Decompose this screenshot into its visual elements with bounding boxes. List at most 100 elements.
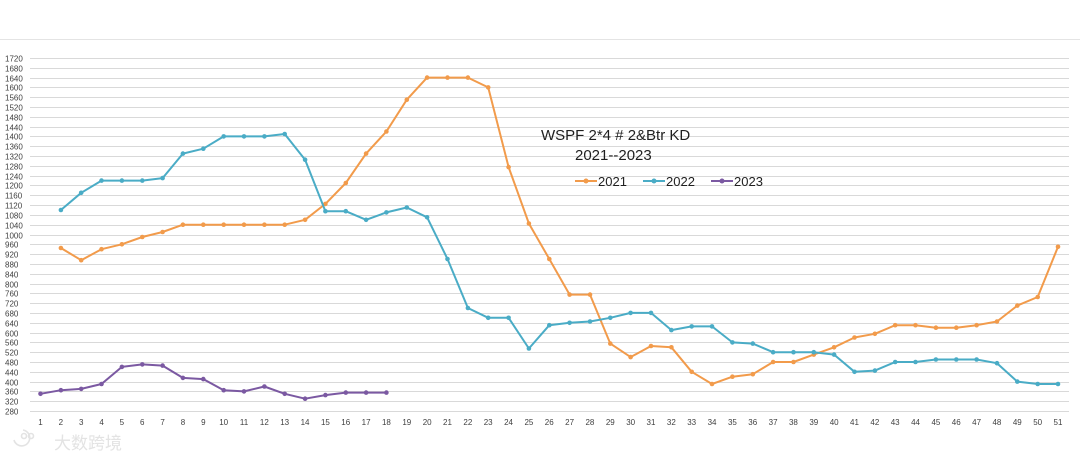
- x-tick-label: 42: [870, 418, 879, 427]
- data-point-2022-31: [648, 310, 654, 316]
- y-tick-label: 1480: [5, 114, 23, 123]
- data-point-2023-15: [323, 392, 328, 398]
- data-point-2021-40: [831, 345, 837, 350]
- data-point-2021-21: [445, 75, 450, 80]
- x-tick-label: 50: [1033, 418, 1042, 427]
- data-point-2022-34: [709, 324, 715, 329]
- y-tick-label: 1120: [5, 202, 23, 211]
- x-tick-label: 21: [443, 418, 452, 427]
- data-point-2022-2: [58, 207, 64, 213]
- y-tick-label: 1400: [5, 133, 23, 142]
- data-point-2022-7: [160, 175, 165, 181]
- data-point-2021-5: [119, 242, 125, 247]
- x-tick-label: 15: [321, 418, 330, 427]
- data-point-2021-47: [974, 322, 979, 328]
- data-point-2021-46: [954, 325, 959, 331]
- data-point-2022-11: [241, 134, 247, 139]
- y-tick-label: 360: [5, 388, 19, 397]
- data-point-2023-13: [282, 391, 288, 397]
- data-point-2022-30: [628, 310, 633, 316]
- data-point-2021-33: [689, 369, 694, 375]
- data-point-2023-6: [140, 362, 145, 367]
- data-point-2023-18: [384, 390, 389, 395]
- data-point-2023-16: [343, 390, 349, 395]
- y-tick-label: 640: [5, 320, 19, 329]
- watermark: 大数跨境: [13, 429, 122, 454]
- series-line-2022: [60, 133, 1058, 385]
- legend-marker-2021: [583, 178, 589, 184]
- data-point-2023-10: [221, 387, 226, 393]
- x-tick-label: 39: [809, 418, 818, 427]
- x-tick-label: 35: [728, 418, 737, 427]
- data-point-2023-11: [241, 389, 247, 394]
- data-point-2021-22: [465, 75, 471, 80]
- x-tick-label: 1: [38, 418, 43, 427]
- x-tick-label: 6: [140, 418, 145, 427]
- series-2021: [58, 75, 1061, 387]
- x-tick-label: 2: [59, 418, 64, 427]
- data-point-2021-3: [78, 257, 84, 263]
- x-tick-label: 10: [219, 418, 228, 427]
- data-point-2021-49: [1015, 303, 1020, 308]
- data-point-2022-40: [831, 352, 837, 357]
- data-point-2021-43: [892, 322, 898, 328]
- data-point-2022-39: [811, 349, 817, 355]
- chart-title: WSPF 2*4 # 2&Btr KD: [541, 127, 690, 144]
- data-point-2022-42: [872, 368, 878, 373]
- y-tick-label: 1160: [5, 192, 23, 201]
- data-point-2022-4: [99, 178, 104, 183]
- y-tick-label: 840: [5, 271, 19, 280]
- data-point-2021-7: [160, 229, 165, 235]
- x-tick-label: 5: [120, 418, 125, 427]
- data-point-2022-10: [221, 134, 226, 139]
- x-tick-label: 9: [201, 418, 206, 427]
- x-tick-label: 20: [423, 418, 432, 427]
- y-tick-label: 1240: [5, 173, 23, 182]
- legend-label-2022: 2022: [666, 174, 695, 189]
- data-point-2021-9: [201, 222, 206, 227]
- legend-item-2022: 2022: [643, 174, 695, 189]
- data-point-2023-3: [78, 386, 84, 392]
- data-point-2021-30: [628, 354, 633, 360]
- data-point-2021-28: [587, 292, 593, 297]
- x-tick-label: 38: [789, 418, 798, 427]
- series-lines: [38, 75, 1061, 402]
- data-point-2021-32: [669, 345, 674, 350]
- y-tick-label: 480: [5, 359, 19, 368]
- data-point-2023-1: [38, 391, 43, 397]
- data-point-2023-5: [119, 364, 125, 370]
- data-point-2021-15: [323, 201, 328, 207]
- data-point-2021-31: [648, 343, 654, 349]
- legend-marker-2022: [651, 178, 657, 184]
- data-point-2022-38: [791, 349, 796, 355]
- y-tick-label: 1360: [5, 143, 23, 152]
- y-tick-label: 760: [5, 290, 19, 299]
- y-tick-label: 1720: [5, 55, 23, 64]
- data-point-2022-49: [1015, 379, 1020, 384]
- x-tick-label: 30: [626, 418, 635, 427]
- data-point-2022-27: [567, 320, 572, 326]
- data-point-2021-11: [241, 222, 247, 227]
- x-tick-label: 12: [260, 418, 269, 427]
- chart-subtitle: 2021--2023: [575, 147, 652, 164]
- series-line-2021: [60, 76, 1059, 385]
- data-point-2021-37: [770, 359, 776, 365]
- y-tick-label: 520: [5, 349, 19, 358]
- data-point-2022-47: [974, 357, 979, 362]
- data-point-2023-4: [99, 381, 104, 387]
- y-tick-label: 1600: [5, 84, 23, 93]
- data-point-2023-17: [363, 390, 369, 395]
- data-point-2021-38: [791, 359, 796, 365]
- data-point-2021-29: [608, 341, 613, 346]
- data-point-2022-3: [78, 190, 84, 196]
- data-point-2021-51: [1055, 244, 1061, 250]
- series-line-2023: [40, 363, 387, 400]
- x-tick-label: 40: [830, 418, 839, 427]
- y-tick-label: 320: [5, 398, 19, 407]
- data-point-2022-21: [445, 256, 450, 262]
- data-point-2022-16: [343, 208, 349, 214]
- data-point-2021-48: [994, 319, 1000, 324]
- data-point-2021-8: [180, 222, 186, 227]
- x-tick-label: 29: [606, 418, 615, 427]
- data-point-2023-2: [58, 387, 64, 393]
